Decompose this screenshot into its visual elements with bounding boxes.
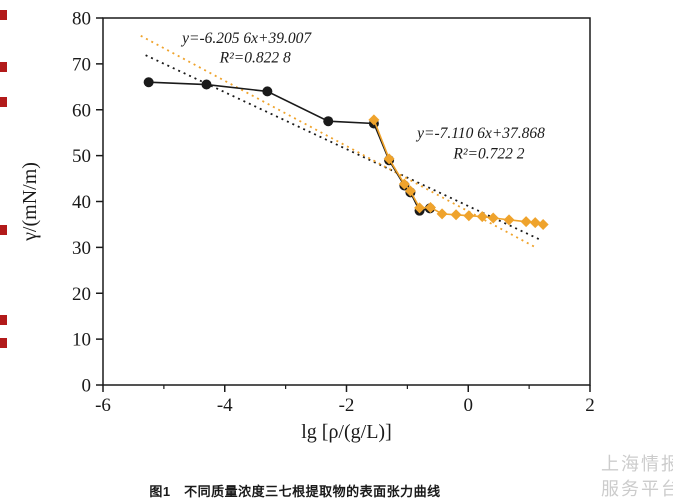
red-edge-mark [0,62,7,72]
data-point-diamond [520,216,532,228]
y-tick-label: 60 [72,100,91,121]
y-tick-label: 40 [72,192,91,213]
red-edge-mark [0,10,7,20]
x-tick-label: 2 [585,395,595,416]
y-tick-label: 20 [72,284,91,305]
data-point-diamond [487,212,499,224]
x-axis-label: lg [ρ/(g/L)] [301,421,392,443]
y-axis-label: γ/(mN/m) [19,162,41,242]
plot-frame [102,17,591,386]
x-tick-label: -4 [217,395,233,416]
x-tick-label: -2 [339,395,355,416]
data-point-diamond [425,201,437,213]
data-point-diamond [537,218,549,230]
y-tick-label: 10 [72,330,91,351]
data-point-circle [201,79,212,90]
figure-caption: 图1 不同质量浓度三七根提取物的表面张力曲线 [149,484,441,499]
x-tick-label: 0 [464,395,474,416]
data-point-diamond [414,202,426,214]
y-tick-label: 50 [72,146,91,167]
chart-canvas: 0 10 20 30 40 50 60 70 80 -6 -4 -2 0 2 lg [ρ/(g/L)] γ/(… [19,9,595,444]
data-point-diamond [463,210,475,222]
data-point-diamond [529,217,541,229]
y-tick-label: 80 [72,9,91,30]
data-point-diamond [503,214,515,226]
red-edge-mark [0,97,7,107]
y-tick-label: 30 [72,238,91,259]
data-point-diamond [383,153,395,165]
data-point-diamond [450,209,462,221]
y-tick-label: 0 [82,376,92,397]
y-tick-label: 70 [72,54,91,75]
data-point-diamond [476,211,488,223]
equation-label-black-fit: y=-6.205 6x+39.007 [180,30,312,47]
red-edge-mark [0,225,7,235]
series-line-black-circles [148,81,431,212]
r-squared-label-orange-fit: R²=0.722 2 [452,145,524,162]
data-point-circle [143,77,154,88]
surface-tension-chart: 0 10 20 30 40 50 60 70 80 -6 -4 -2 0 2 lg [ρ/(g/L)] γ/(… [19,9,595,444]
watermark: 上海情报服务平台 [601,454,673,499]
data-point-diamond [398,178,410,190]
x-tick-label: -6 [95,395,111,416]
data-point-circle [323,116,334,127]
red-edge-mark [0,315,7,325]
data-point-circle [262,86,273,97]
r-squared-label-black-fit: R²=0.822 8 [219,49,291,66]
red-edge-mark [0,338,7,348]
equation-label-orange-fit: y=-7.110 6x+37.868 [415,125,545,142]
data-point-diamond [368,114,380,126]
data-point-diamond [404,185,416,197]
data-point-diamond [436,208,448,220]
